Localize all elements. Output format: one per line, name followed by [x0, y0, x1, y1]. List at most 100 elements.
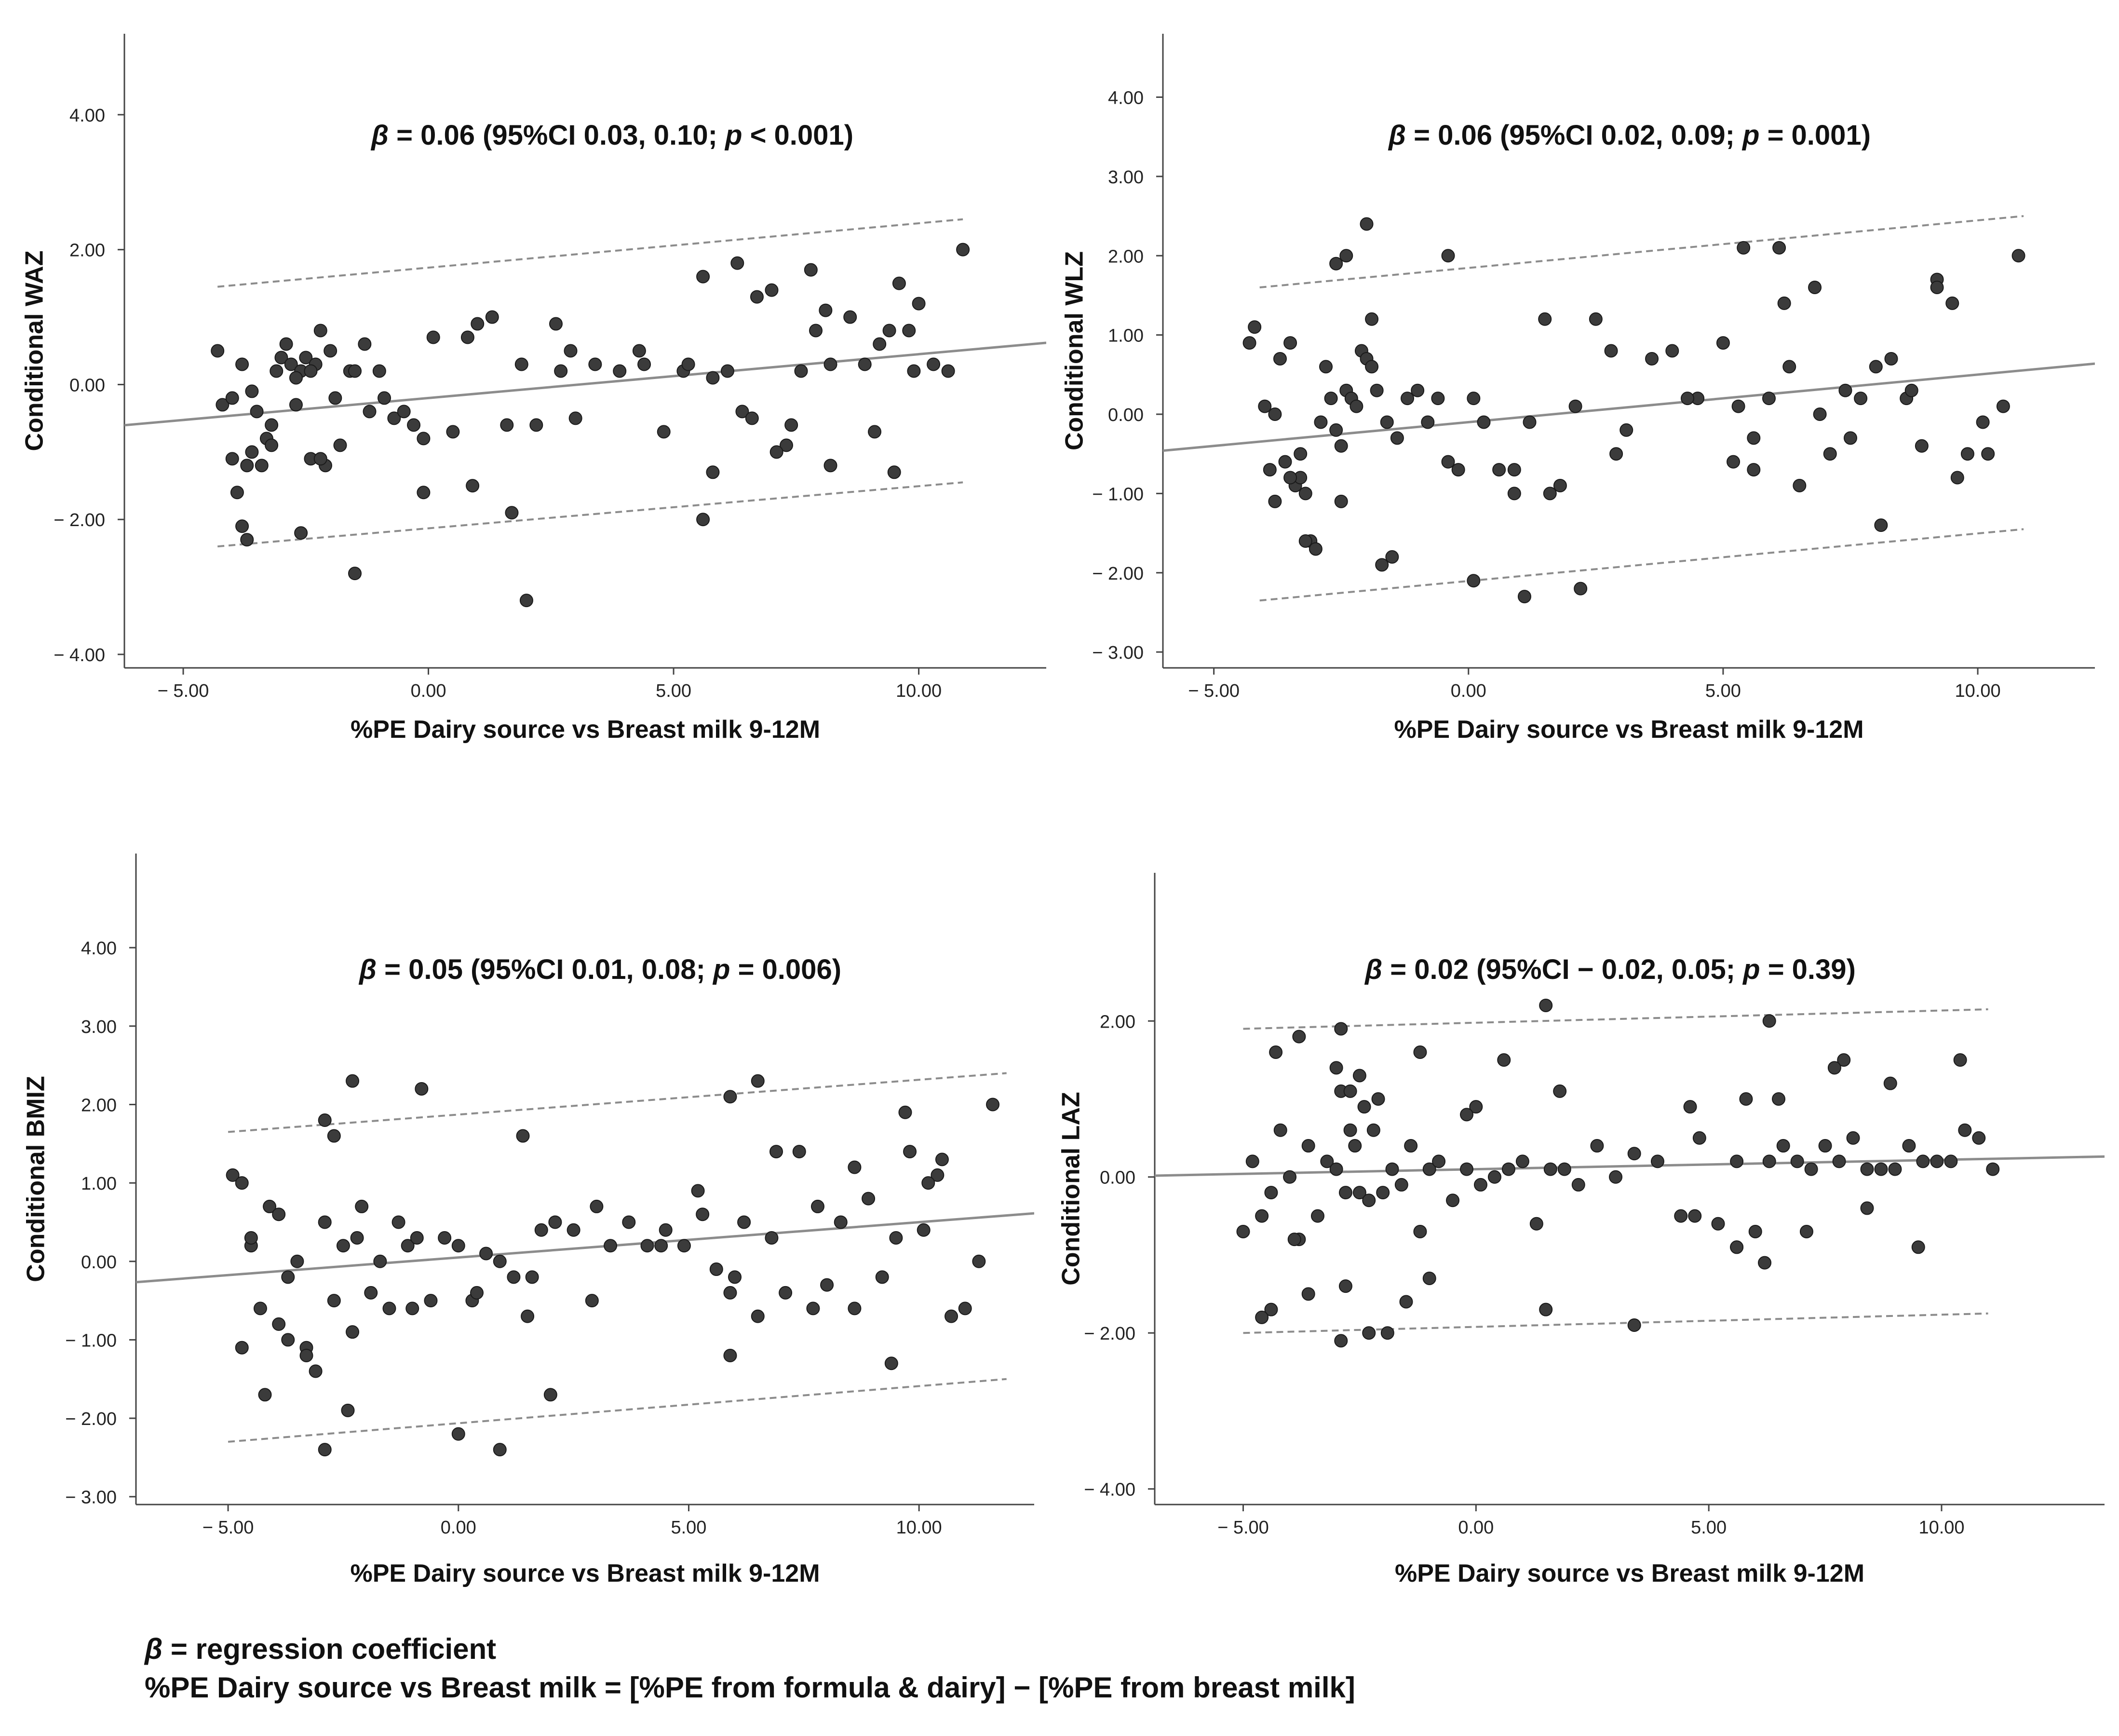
data-point	[265, 438, 279, 452]
data-point	[769, 445, 783, 459]
data-point	[1645, 352, 1659, 366]
data-point	[723, 1286, 737, 1300]
x-tick-label: 0.00	[1451, 681, 1486, 701]
data-point	[525, 1270, 539, 1284]
panel-laz: 2.00 0.00 − 2.00 − 4.00 − 5.00 0.00 5.00 10.00 β…	[1057, 873, 2105, 1587]
data-point	[1399, 1295, 1413, 1309]
data-point	[903, 1145, 917, 1159]
data-point	[1627, 1318, 1641, 1332]
data-point	[1268, 494, 1282, 508]
x-tick-label: 0.00	[411, 681, 446, 701]
data-point	[1446, 1194, 1460, 1207]
data-point	[779, 438, 793, 452]
data-point	[372, 364, 386, 378]
data-point	[1553, 478, 1567, 492]
data-point	[935, 1153, 949, 1166]
data-point	[1366, 1123, 1380, 1137]
data-point	[1869, 360, 1883, 374]
data-point	[1324, 392, 1338, 406]
data-point	[931, 1168, 945, 1182]
data-point	[613, 364, 627, 378]
data-point	[1557, 1162, 1571, 1176]
data-point	[892, 276, 906, 290]
chart-title-part: β	[1364, 954, 1382, 985]
x-tick-label: − 5.00	[202, 1518, 254, 1538]
data-point	[1422, 1271, 1436, 1285]
x-tick-label: − 5.00	[1188, 681, 1240, 701]
data-point	[723, 1348, 737, 1362]
data-point	[585, 1294, 599, 1308]
data-point	[1944, 1154, 1958, 1168]
data-point	[1411, 383, 1425, 397]
data-point	[659, 1223, 673, 1237]
x-tick-label: 10.00	[1918, 1518, 1964, 1538]
upper-prediction-band	[228, 1072, 1007, 1133]
x-axis-label: %PE Dairy source vs Breast milk 9-12M	[1394, 716, 1863, 744]
data-point	[728, 1270, 742, 1284]
data-point	[346, 1074, 360, 1088]
data-point	[912, 297, 926, 311]
data-point	[348, 567, 362, 581]
data-point	[751, 1309, 765, 1323]
data-point	[1292, 1030, 1306, 1044]
data-point	[1915, 439, 1929, 453]
data-point	[1338, 1186, 1352, 1200]
data-point	[1790, 1154, 1804, 1168]
data-point	[1451, 463, 1465, 477]
data-point	[382, 1302, 396, 1316]
data-point	[622, 1215, 636, 1229]
data-point	[1320, 1154, 1334, 1168]
data-point	[1298, 534, 1312, 548]
data-point	[1553, 1084, 1567, 1098]
data-point	[1319, 360, 1333, 374]
data-point	[567, 1223, 580, 1237]
data-point	[769, 1145, 783, 1159]
data-point	[750, 290, 764, 304]
data-point	[1273, 1123, 1287, 1137]
data-point	[235, 357, 249, 371]
data-point	[336, 1239, 350, 1253]
data-point	[1352, 1069, 1366, 1083]
chart-title-part: p	[1742, 954, 1760, 985]
data-point	[1507, 487, 1521, 501]
x-tick-label: 10.00	[896, 1518, 942, 1538]
data-point	[1680, 392, 1694, 406]
data-point	[446, 425, 460, 439]
data-point	[318, 1113, 332, 1127]
data-point	[1242, 336, 1256, 350]
data-point	[884, 1356, 898, 1370]
data-point	[1365, 312, 1379, 326]
y-tick-label: 2.00	[69, 241, 105, 261]
data-point	[1431, 392, 1445, 406]
data-point	[927, 357, 941, 371]
data-point	[1818, 1139, 1832, 1153]
data-point	[1515, 1154, 1529, 1168]
upper-prediction-band	[1243, 1008, 1988, 1030]
data-point	[868, 425, 882, 439]
data-point	[1370, 383, 1384, 397]
data-point	[211, 344, 225, 358]
data-point	[1517, 590, 1531, 604]
data-point	[299, 351, 313, 365]
x-tick-label: 10.00	[896, 681, 942, 701]
data-point	[958, 1302, 972, 1316]
data-point	[1804, 1162, 1818, 1176]
data-point	[1523, 415, 1537, 429]
data-point	[1264, 1302, 1278, 1316]
regression-fit-line	[1163, 362, 2095, 452]
data-point	[1665, 344, 1679, 358]
upper-prediction-band	[217, 218, 963, 288]
data-point	[1813, 407, 1827, 421]
data-point	[657, 425, 671, 439]
data-point	[1441, 455, 1455, 469]
data-point	[737, 1215, 751, 1229]
data-point	[804, 263, 818, 277]
data-point	[364, 1286, 378, 1300]
data-point	[889, 1231, 903, 1245]
data-point	[907, 364, 921, 378]
data-point	[405, 1302, 419, 1316]
data-point	[1404, 1139, 1418, 1153]
y-tick-label: 0.00	[1100, 1168, 1135, 1188]
data-point	[917, 1223, 931, 1237]
data-point	[640, 1239, 654, 1253]
